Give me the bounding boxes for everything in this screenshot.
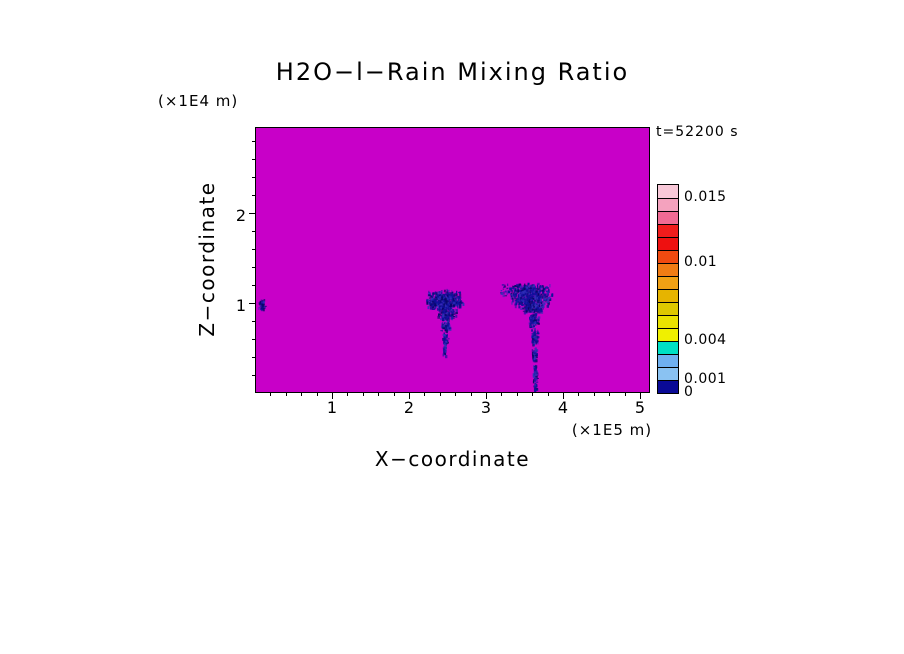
axis-tick <box>332 393 333 399</box>
axis-tick <box>252 195 255 196</box>
colorbar-segment <box>658 211 678 224</box>
axis-tick <box>249 213 255 214</box>
axis-tick <box>270 393 271 396</box>
axis-tick <box>640 393 641 399</box>
x-axis-unit-label: (×1E5 m) <box>571 421 653 439</box>
plot-title: H2O−l−Rain Mixing Ratio <box>275 58 630 86</box>
plot-area <box>255 127 650 393</box>
colorbar-segment <box>658 185 678 198</box>
axis-tick <box>252 339 255 340</box>
axis-tick <box>532 393 533 396</box>
z-axis-title: Z−coordinate <box>195 181 219 337</box>
axis-tick <box>548 393 549 396</box>
colorbar-segment <box>658 315 678 328</box>
axis-tick <box>252 177 255 178</box>
colorbar <box>657 184 679 394</box>
colorbar-segment <box>658 328 678 341</box>
colorbar-label-0004: 0.004 <box>684 332 727 348</box>
axis-tick <box>363 393 364 396</box>
axis-tick <box>578 393 579 396</box>
axis-tick <box>252 159 255 160</box>
z-axis-unit-label: (×1E4 m) <box>158 92 239 110</box>
colorbar-label-0: 0 <box>684 384 694 400</box>
colorbar-segment <box>658 341 678 354</box>
colorbar-segment <box>658 354 678 367</box>
x-tick-label-2: 2 <box>403 398 415 417</box>
axis-tick <box>252 375 255 376</box>
x-tick-label-1: 1 <box>326 398 338 417</box>
axis-tick <box>252 321 255 322</box>
rain-field <box>258 282 554 392</box>
x-tick-label-3: 3 <box>480 398 492 417</box>
colorbar-segment <box>658 289 678 302</box>
colorbar-segment <box>658 224 678 237</box>
axis-tick <box>455 393 456 396</box>
colorbar-segment <box>658 380 678 393</box>
axis-tick <box>517 393 518 396</box>
x-tick-label-4: 4 <box>557 398 569 417</box>
axis-tick <box>347 393 348 396</box>
axis-tick <box>594 393 595 396</box>
axis-tick <box>424 393 425 396</box>
colorbar-segment <box>658 302 678 315</box>
axis-tick <box>286 393 287 396</box>
colorbar-segment <box>658 198 678 211</box>
colorbar-segment <box>658 237 678 250</box>
axis-tick <box>486 393 487 399</box>
x-axis-title: X−coordinate <box>374 447 531 471</box>
axis-tick <box>252 267 255 268</box>
axis-tick <box>252 285 255 286</box>
axis-tick <box>252 249 255 250</box>
axis-tick <box>378 393 379 396</box>
axis-tick <box>625 393 626 396</box>
colorbar-label-0001: 0.001 <box>684 371 727 387</box>
axis-tick <box>301 393 302 396</box>
axis-tick <box>252 141 255 142</box>
axis-tick <box>409 393 410 399</box>
axis-tick <box>501 393 502 396</box>
axis-tick <box>394 393 395 396</box>
z-tick-label-1: 1 <box>235 296 246 315</box>
time-label: t=52200 s <box>656 124 739 140</box>
x-tick-label-5: 5 <box>634 398 646 417</box>
axis-tick <box>252 231 255 232</box>
colorbar-label-001: 0.01 <box>684 254 718 270</box>
axis-tick <box>252 357 255 358</box>
colorbar-segment <box>658 276 678 289</box>
colorbar-segment <box>658 250 678 263</box>
colorbar-segment <box>658 367 678 380</box>
axis-tick <box>317 393 318 396</box>
axis-tick <box>249 303 255 304</box>
axis-tick <box>471 393 472 396</box>
axis-tick <box>440 393 441 396</box>
colorbar-segment <box>658 263 678 276</box>
z-tick-label-2: 2 <box>235 206 246 225</box>
colorbar-label-0015: 0.015 <box>684 189 727 205</box>
axis-tick <box>609 393 610 396</box>
axis-tick <box>563 393 564 399</box>
